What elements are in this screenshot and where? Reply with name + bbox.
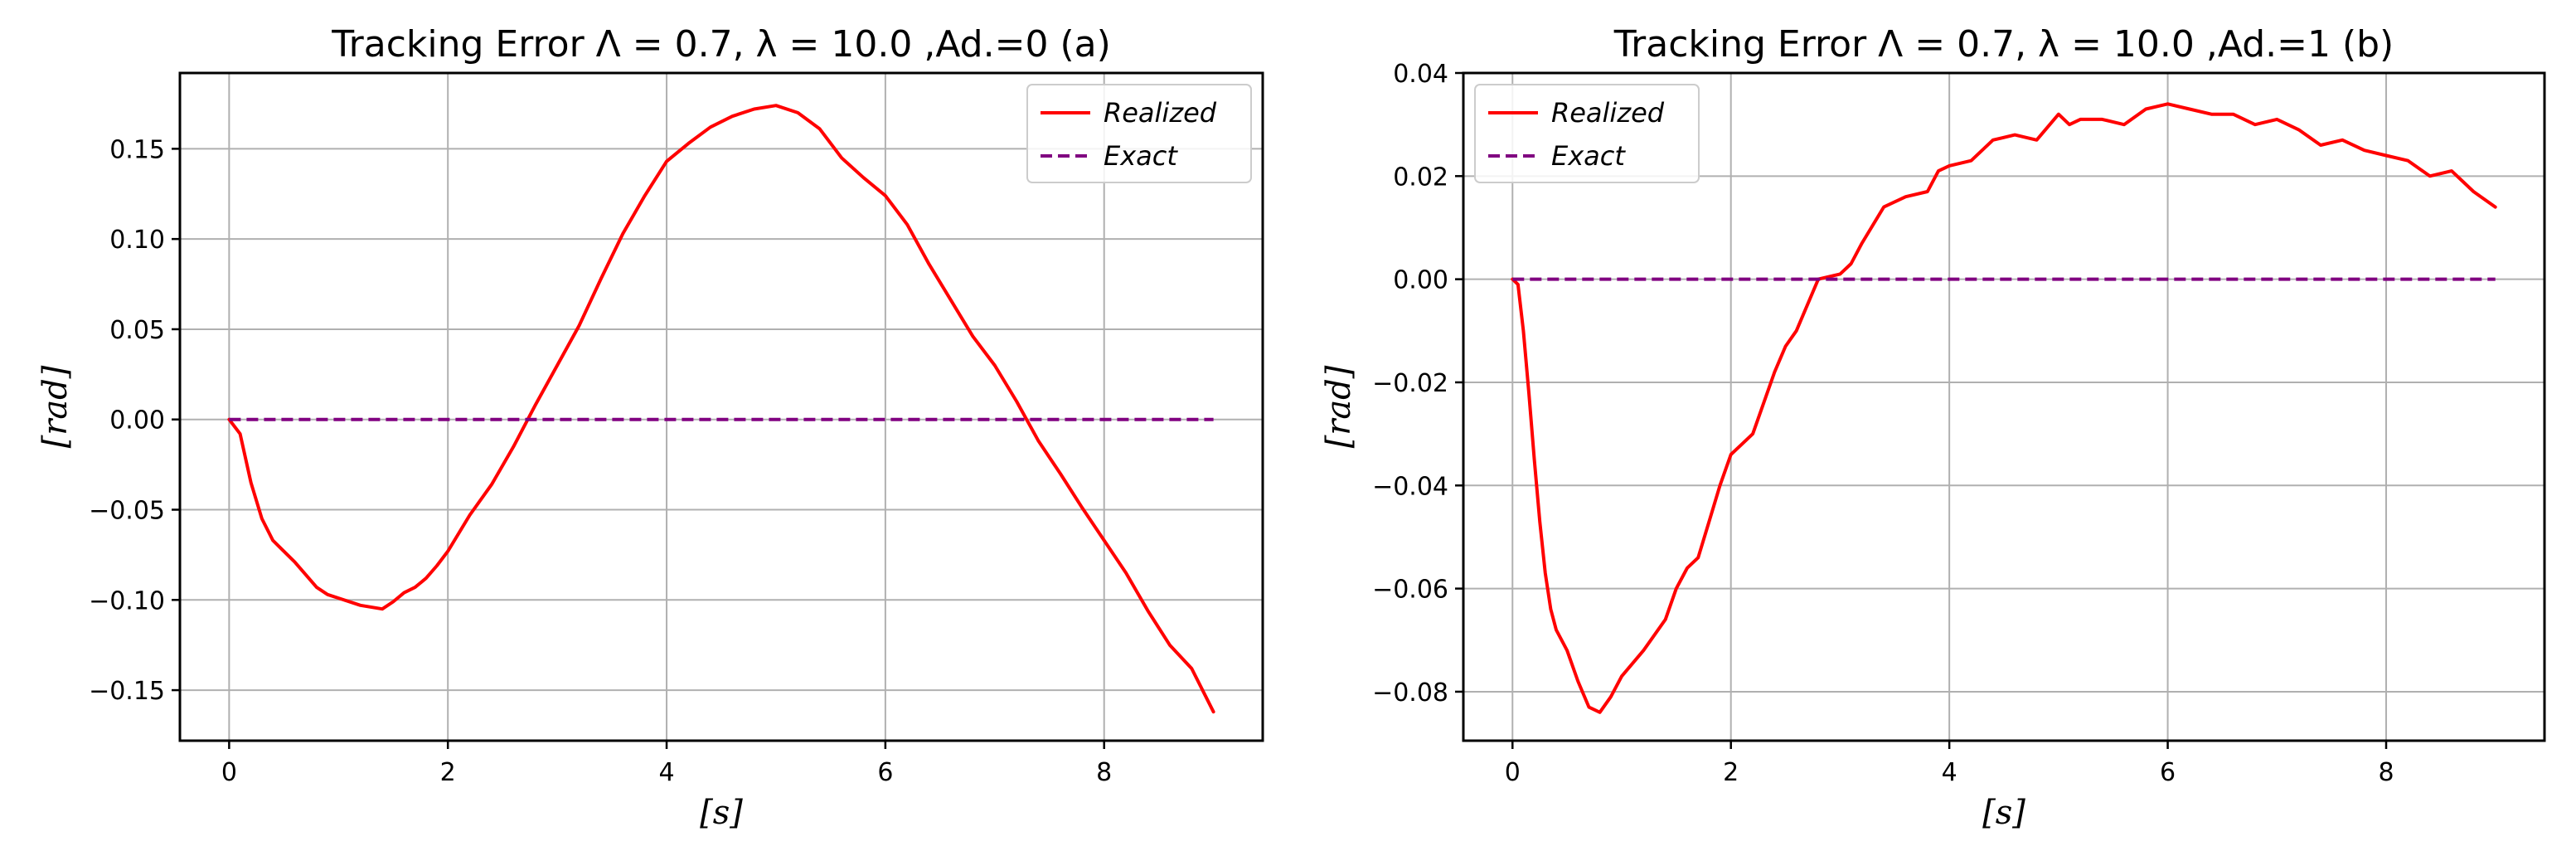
x-tick-label: 4	[658, 758, 674, 787]
x-tick-label: 6	[2160, 758, 2176, 787]
x-tick-label: 2	[1723, 758, 1739, 787]
x-tick-label: 0	[221, 758, 237, 787]
x-tick-label: 6	[877, 758, 893, 787]
x-tick-label: 2	[440, 758, 456, 787]
chart-title: Tracking Error Λ = 0.7, λ = 10.0 ,Ad.=0 …	[331, 23, 1111, 66]
chart-title: Tracking Error Λ = 0.7, λ = 10.0 ,Ad.=1 …	[1613, 23, 2394, 66]
x-tick-label: 0	[1505, 758, 1521, 787]
legend-box	[1474, 84, 1700, 183]
y-tick-label: −0.10	[89, 586, 165, 615]
y-tick-label: 0.02	[1393, 163, 1448, 192]
y-tick-label: 0.04	[1393, 60, 1448, 89]
series-line-realized	[1511, 102, 2497, 714]
series-line-realized	[227, 104, 1215, 714]
y-tick-label: 0.05	[109, 316, 165, 345]
chart-b: 0 2 4 6 8 −0.08 −0.06 −0.04 −0.02 0.00 0.02 0.04 Tra…	[1320, 23, 2546, 832]
legend: Realized Exact	[1474, 84, 1700, 183]
plot-frame	[1462, 71, 2546, 742]
legend: Realized Exact	[1026, 84, 1252, 183]
legend-label-realized: Realized	[1104, 97, 1217, 129]
y-tick-label: −0.06	[1372, 576, 1448, 605]
x-axis-label: [s]	[700, 794, 743, 832]
legend-box	[1026, 84, 1252, 183]
x-axis-label: [s]	[1982, 794, 2025, 832]
y-axis-label: [rad]	[1320, 365, 1358, 448]
x-tick-label: 4	[1942, 758, 1957, 787]
chart-a: 0 2 4 6 8 −0.15 −0.10 −0.05 0.00 0.05 0.10 0.15 Trac…	[36, 23, 1264, 832]
y-tick-label: −0.08	[1372, 678, 1448, 708]
y-tick-label: 0.10	[109, 226, 165, 255]
legend-label-exact: Exact	[1104, 140, 1178, 172]
legend-label-realized: Realized	[1551, 97, 1665, 129]
x-tick-label: 8	[2378, 758, 2394, 787]
x-tick-label: 8	[1096, 758, 1112, 787]
legend-label-exact: Exact	[1551, 140, 1626, 172]
y-tick-label: 0.00	[1393, 266, 1448, 295]
y-tick-label: 0.15	[109, 135, 165, 164]
y-axis-label: [rad]	[36, 365, 75, 448]
plot-frame	[178, 71, 1264, 742]
y-tick-label: −0.05	[89, 497, 165, 526]
y-tick-label: −0.04	[1372, 472, 1448, 501]
y-tick-label: 0.00	[109, 406, 165, 435]
y-tick-label: −0.02	[1372, 369, 1448, 398]
y-tick-label: −0.15	[89, 677, 165, 706]
